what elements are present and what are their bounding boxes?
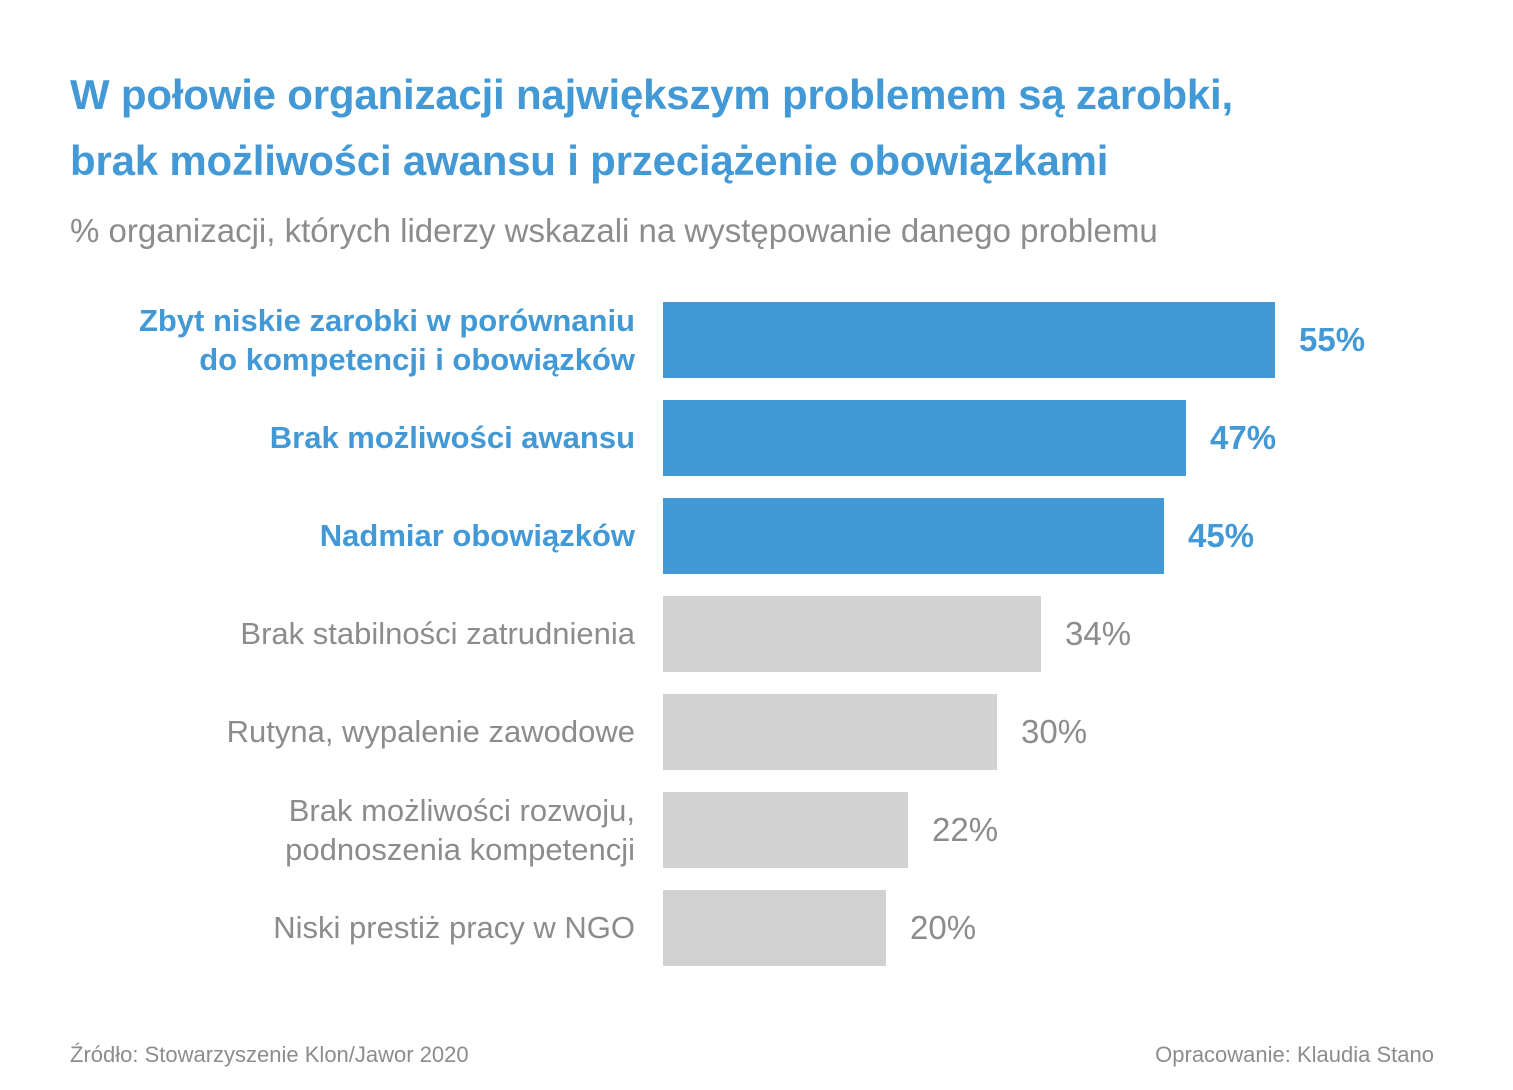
bar-value-label: 22% — [932, 811, 999, 849]
bar-category-label: Brak możliwości awansu — [269, 420, 635, 456]
bar-track: 22% — [663, 792, 1434, 869]
bar-chart: Zbyt niskie zarobki w porównaniu do komp… — [70, 302, 1434, 967]
bar-track: 34% — [663, 596, 1434, 673]
bar-row: Brak stabilności zatrudnienia 34% — [70, 596, 1434, 673]
bar-track: 20% — [663, 890, 1434, 967]
chart-title: W połowie organizacji największym proble… — [70, 71, 1233, 185]
bar-row: Niski prestiż pracy w NGO 20% — [70, 890, 1434, 967]
bar-value-label: 20% — [910, 909, 977, 947]
bar-category-label: Brak stabilności zatrudnienia — [240, 616, 635, 652]
bar-category-label: Zbyt niskie zarobki w porównaniu do komp… — [138, 302, 635, 378]
bar-row: Brak możliwości awansu 47% — [70, 400, 1434, 477]
bar-value-label: 55% — [1299, 321, 1366, 359]
chart-subtitle: % organizacji, których liderzy wskazali … — [70, 211, 1158, 249]
bar — [663, 400, 1186, 477]
bar-track: 55% — [663, 302, 1434, 379]
bar-track: 47% — [663, 400, 1434, 477]
bar-value-label: 34% — [1065, 615, 1132, 653]
bar-row: Rutyna, wypalenie zawodowe 30% — [70, 694, 1434, 771]
bar-value-label: 30% — [1021, 713, 1088, 751]
bar-category-label: Brak możliwości rozwoju, podnoszenia kom… — [285, 792, 635, 868]
footer: Źródło: Stowarzyszenie Klon/Jawor 2020 O… — [70, 1042, 1434, 1068]
bar-track: 30% — [663, 694, 1434, 771]
bar — [663, 596, 1041, 673]
bar-track: 45% — [663, 498, 1434, 575]
bar — [663, 694, 997, 771]
credit-note: Opracowanie: Klaudia Stano — [1155, 1042, 1434, 1067]
source-note: Źródło: Stowarzyszenie Klon/Jawor 2020 — [70, 1042, 469, 1067]
bar-category-label: Nadmiar obowiązków — [319, 518, 635, 554]
bar — [663, 302, 1275, 379]
bar-row: Zbyt niskie zarobki w porównaniu do komp… — [70, 302, 1434, 379]
bar — [663, 890, 886, 967]
bar-row: Brak możliwości rozwoju, podnoszenia kom… — [70, 792, 1434, 869]
bar — [663, 498, 1164, 575]
bar-value-label: 47% — [1210, 419, 1277, 457]
bar — [663, 792, 908, 869]
bar-row: Nadmiar obowiązków 45% — [70, 498, 1434, 575]
bar-value-label: 45% — [1188, 517, 1255, 555]
bar-category-label: Niski prestiż pracy w NGO — [273, 910, 635, 946]
bar-category-label: Rutyna, wypalenie zawodowe — [226, 714, 635, 750]
